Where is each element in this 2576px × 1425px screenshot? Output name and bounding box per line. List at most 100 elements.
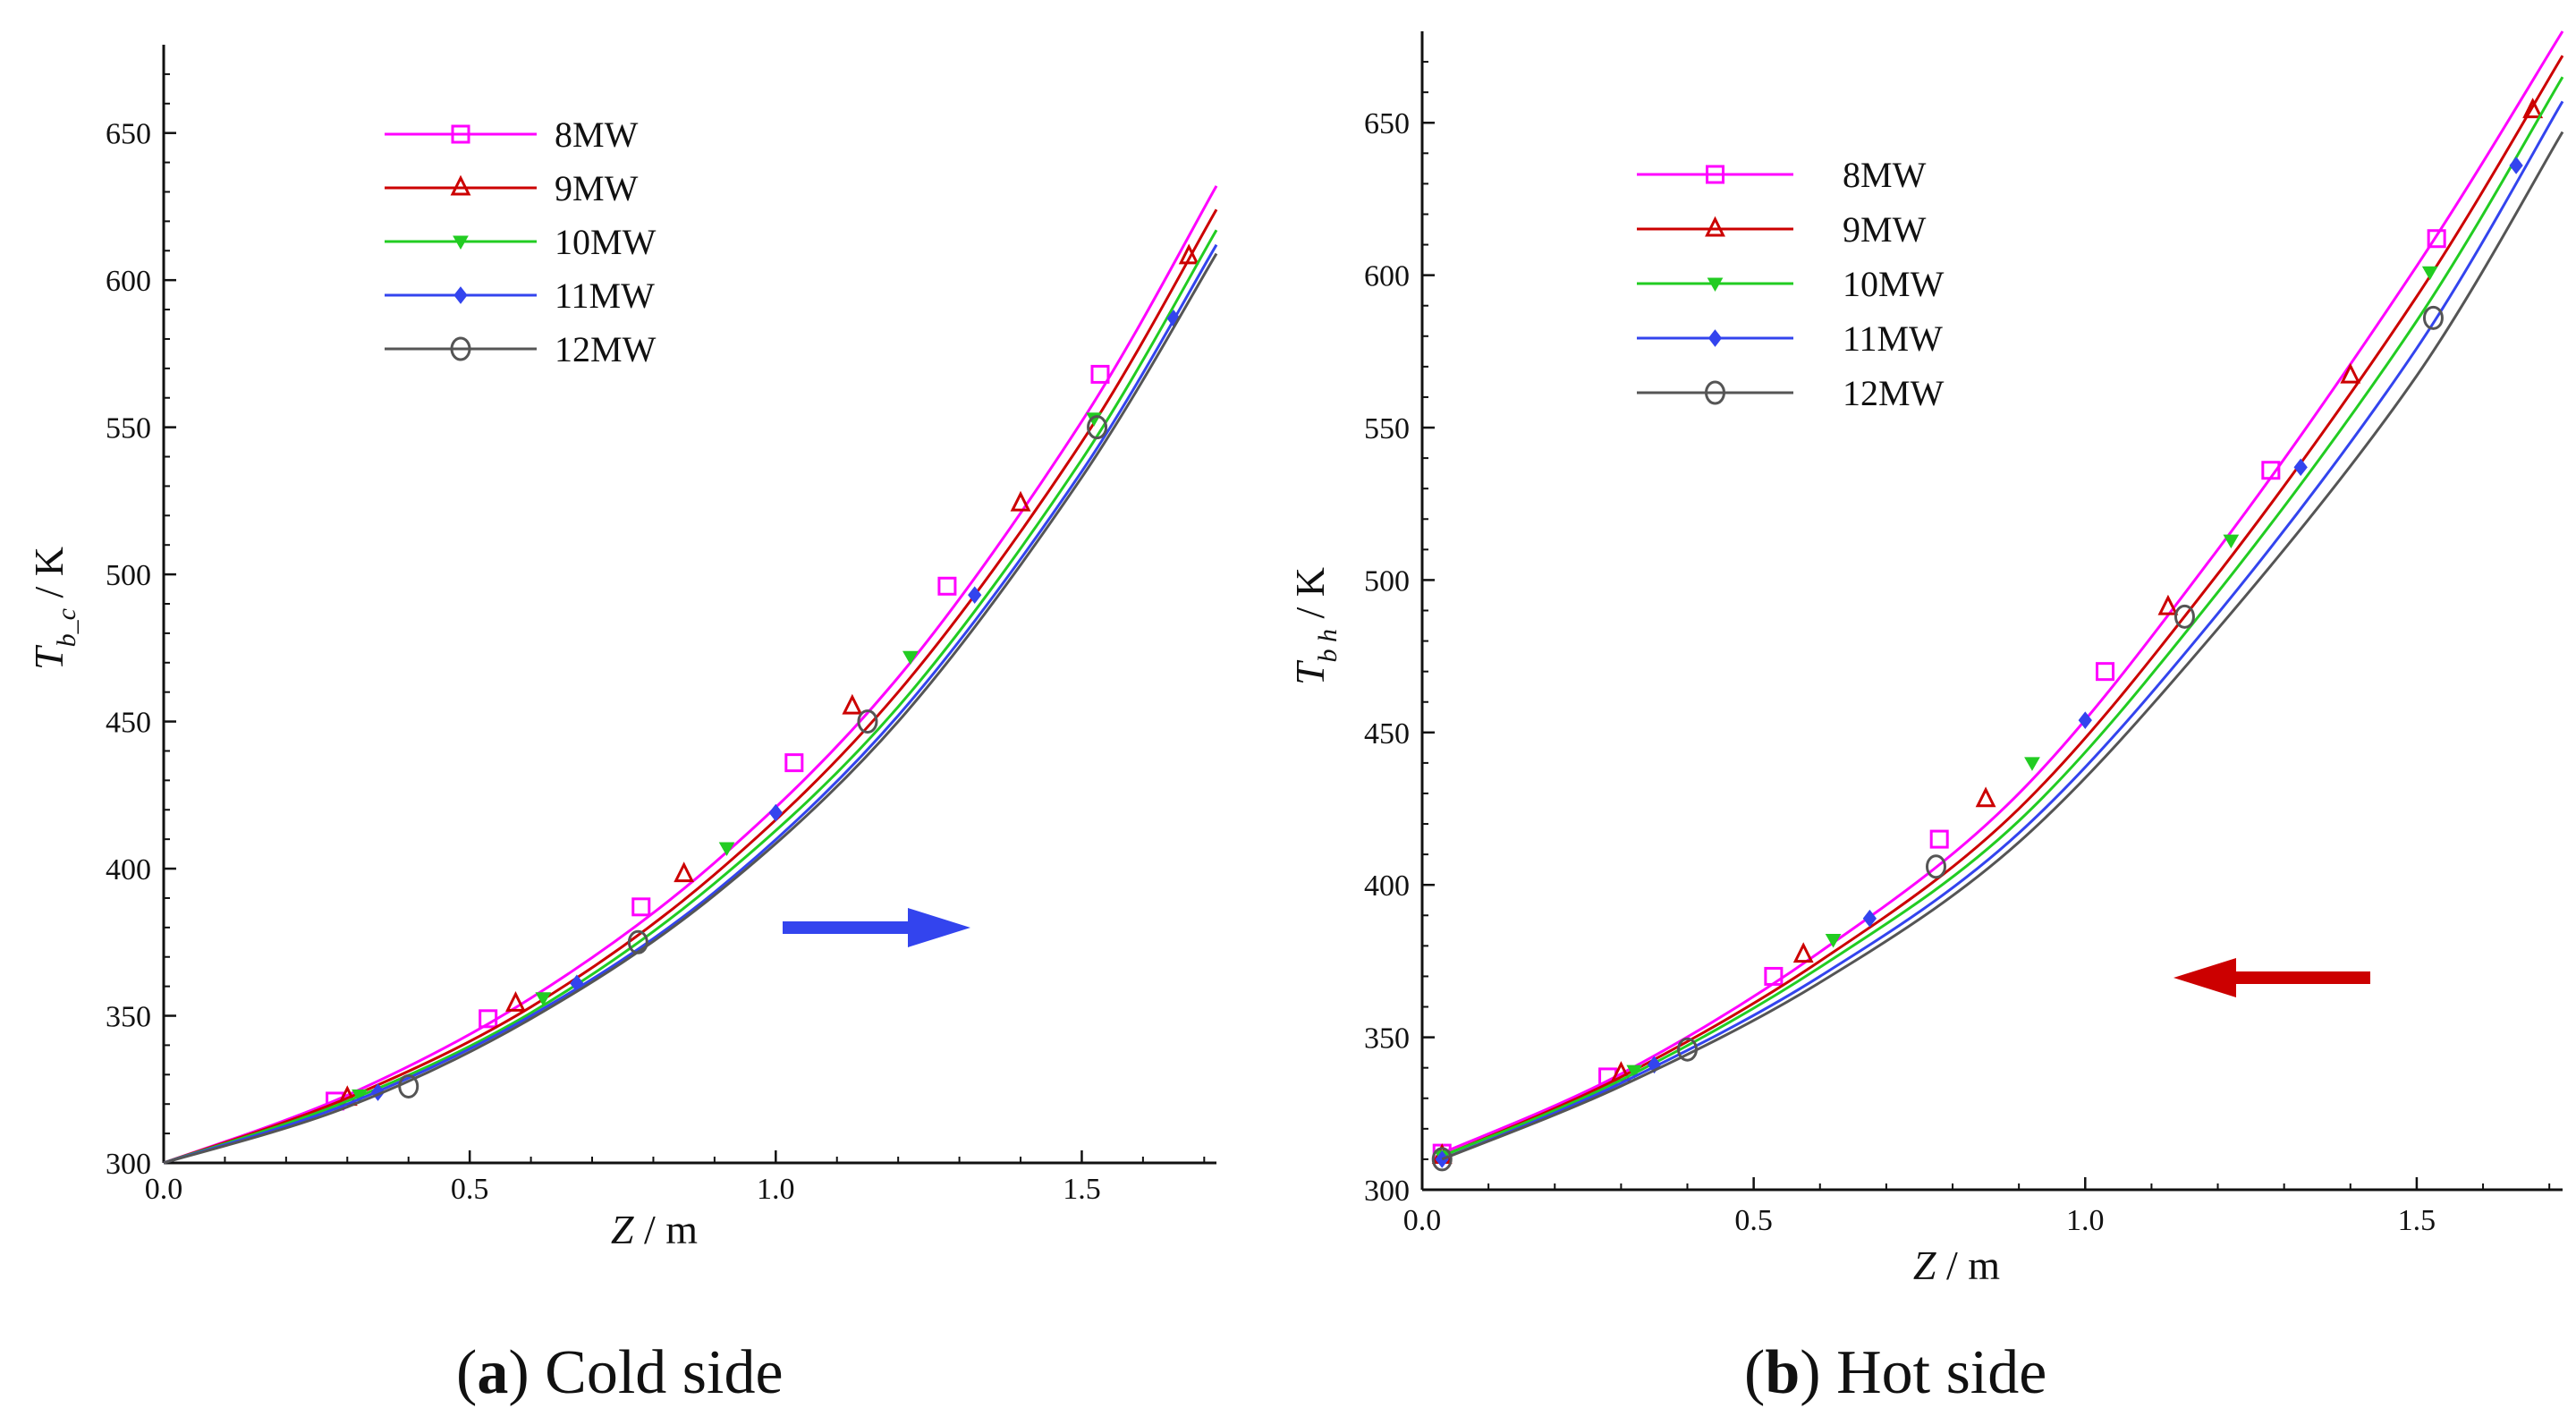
legend-marker-9MW (450, 174, 471, 196)
legend-marker-12MW (1705, 380, 1725, 405)
y-axis-label-separator: / (1287, 597, 1333, 629)
series-line-12MW (163, 252, 1218, 1165)
legend-label-12MW: 12MW (1843, 373, 1945, 413)
legend-label-10MW: 10MW (1843, 264, 1945, 304)
series-line-8MW (1441, 30, 2564, 1155)
series-line-10MW (163, 229, 1218, 1165)
data-point-8MW (2427, 229, 2446, 249)
y-tick-label: 500 (1364, 564, 1410, 598)
data-point-12MW (857, 709, 878, 734)
legend-marker-10MW (453, 235, 469, 250)
x-tick-label: 1.5 (1063, 1173, 1101, 1206)
flow-direction-arrow-shaft (2227, 971, 2370, 984)
flow-direction-arrow-head (2174, 958, 2236, 997)
data-point-9MW (1975, 786, 1996, 808)
y-tick-label: 450 (106, 707, 151, 740)
data-point-8MW (479, 1009, 498, 1029)
flow-direction-arrow-head (908, 908, 970, 947)
data-point-12MW (1087, 415, 1108, 440)
x-tick-label: 1.0 (2066, 1204, 2105, 1237)
chart-panel-b: 300 350 400 450 500 550 600 650 0.0 0.5 1.0 1.5 8MW 9… (1287, 30, 2564, 1288)
legend-marker-10MW (1707, 277, 1724, 293)
y-tick-label: 300 (1364, 1175, 1410, 1208)
legend-label-8MW: 8MW (1843, 155, 1927, 195)
x-axis-label-unit: m (1968, 1243, 2000, 1288)
legend-label-11MW: 11MW (555, 276, 655, 316)
legend-label-10MW: 10MW (555, 222, 657, 262)
data-point-9MW (674, 861, 695, 883)
data-point-9MW (2522, 98, 2544, 119)
y-tick-label: 450 (1364, 717, 1410, 751)
data-point-9MW (2157, 594, 2179, 615)
series-line-8MW (163, 185, 1218, 1165)
x-tick-label: 0.5 (451, 1173, 489, 1206)
y-axis-label-unit: K (26, 547, 72, 576)
caption-b: (b) Hot side (1744, 1338, 2047, 1407)
y-axis-label-unit: K (1287, 567, 1333, 597)
y-tick-label: 650 (1364, 107, 1410, 140)
legend-marker-8MW (451, 124, 470, 144)
data-point-10MW (352, 1089, 368, 1104)
data-point-8MW (784, 753, 804, 773)
data-point-12MW (2422, 305, 2444, 330)
y-tick-label: 500 (106, 559, 151, 592)
y-axis-label-subscript: b_c (52, 608, 81, 647)
x-axis-label-separator: / (1936, 1243, 1969, 1288)
caption-a: (a) Cold side (456, 1338, 784, 1407)
data-point-9MW (1010, 490, 1031, 512)
caption-a-letter: a (477, 1338, 509, 1407)
x-axis-label-unit: m (665, 1207, 698, 1252)
data-point-9MW (505, 991, 526, 1012)
y-axis-label: Tb_c / K (26, 547, 81, 670)
series-line-9MW (1441, 55, 2564, 1158)
data-point-10MW (2223, 534, 2240, 549)
legend-label-12MW: 12MW (555, 329, 657, 369)
data-point-12MW (1925, 854, 1946, 879)
y-axis-label-symbol: T (1287, 659, 1333, 685)
data-point-8MW (2096, 662, 2115, 682)
data-point-10MW (2421, 266, 2438, 281)
data-point-10MW (718, 842, 735, 857)
x-tick-label: 1.5 (2398, 1204, 2436, 1237)
series-line-12MW (1441, 131, 2564, 1161)
data-point-8MW (1090, 364, 1110, 384)
caption-b-letter: b (1765, 1338, 1801, 1407)
y-tick-label: 550 (106, 412, 151, 445)
series-line-9MW (163, 208, 1218, 1165)
data-point-8MW (937, 576, 957, 596)
data-point-10MW (902, 650, 919, 666)
legend-marker-11MW (1707, 329, 1723, 347)
data-point-8MW (2261, 461, 2281, 480)
caption-b-text: Hot side (1820, 1338, 2047, 1407)
data-point-8MW (1764, 966, 1784, 986)
y-tick-label: 400 (106, 853, 151, 886)
legend-label-8MW: 8MW (555, 115, 639, 155)
data-point-11MW (1862, 909, 1877, 928)
legend-marker-8MW (1706, 165, 1724, 184)
data-point-10MW (2024, 757, 2040, 771)
y-axis-label-symbol: T (26, 644, 72, 670)
legend-marker-11MW (453, 286, 468, 304)
series-line-11MW (1441, 100, 2564, 1161)
y-tick-label: 550 (1364, 412, 1410, 445)
legend-marker-12MW (450, 336, 471, 361)
y-tick-label: 350 (1364, 1022, 1410, 1056)
data-point-9MW (1792, 942, 1814, 963)
y-tick-label: 400 (1364, 869, 1410, 903)
legend-label-9MW: 9MW (555, 168, 639, 208)
caption-a-text: Cold side (529, 1338, 784, 1407)
data-point-10MW (535, 992, 552, 1006)
legend-label-9MW: 9MW (1843, 209, 1927, 250)
y-tick-label: 650 (106, 118, 151, 151)
x-axis-label-symbol: Z (1913, 1243, 1936, 1288)
data-point-9MW (1178, 243, 1199, 265)
x-axis-label-symbol: Z (611, 1207, 634, 1252)
x-tick-label: 0.5 (1734, 1204, 1773, 1237)
y-axis-label-subscript: b h (1313, 629, 1343, 663)
data-point-11MW (2509, 157, 2523, 174)
y-axis-label-separator: / (26, 576, 72, 608)
series-line-10MW (1441, 76, 2564, 1158)
y-tick-label: 350 (106, 1001, 151, 1034)
flow-direction-arrow-shaft (783, 921, 917, 934)
